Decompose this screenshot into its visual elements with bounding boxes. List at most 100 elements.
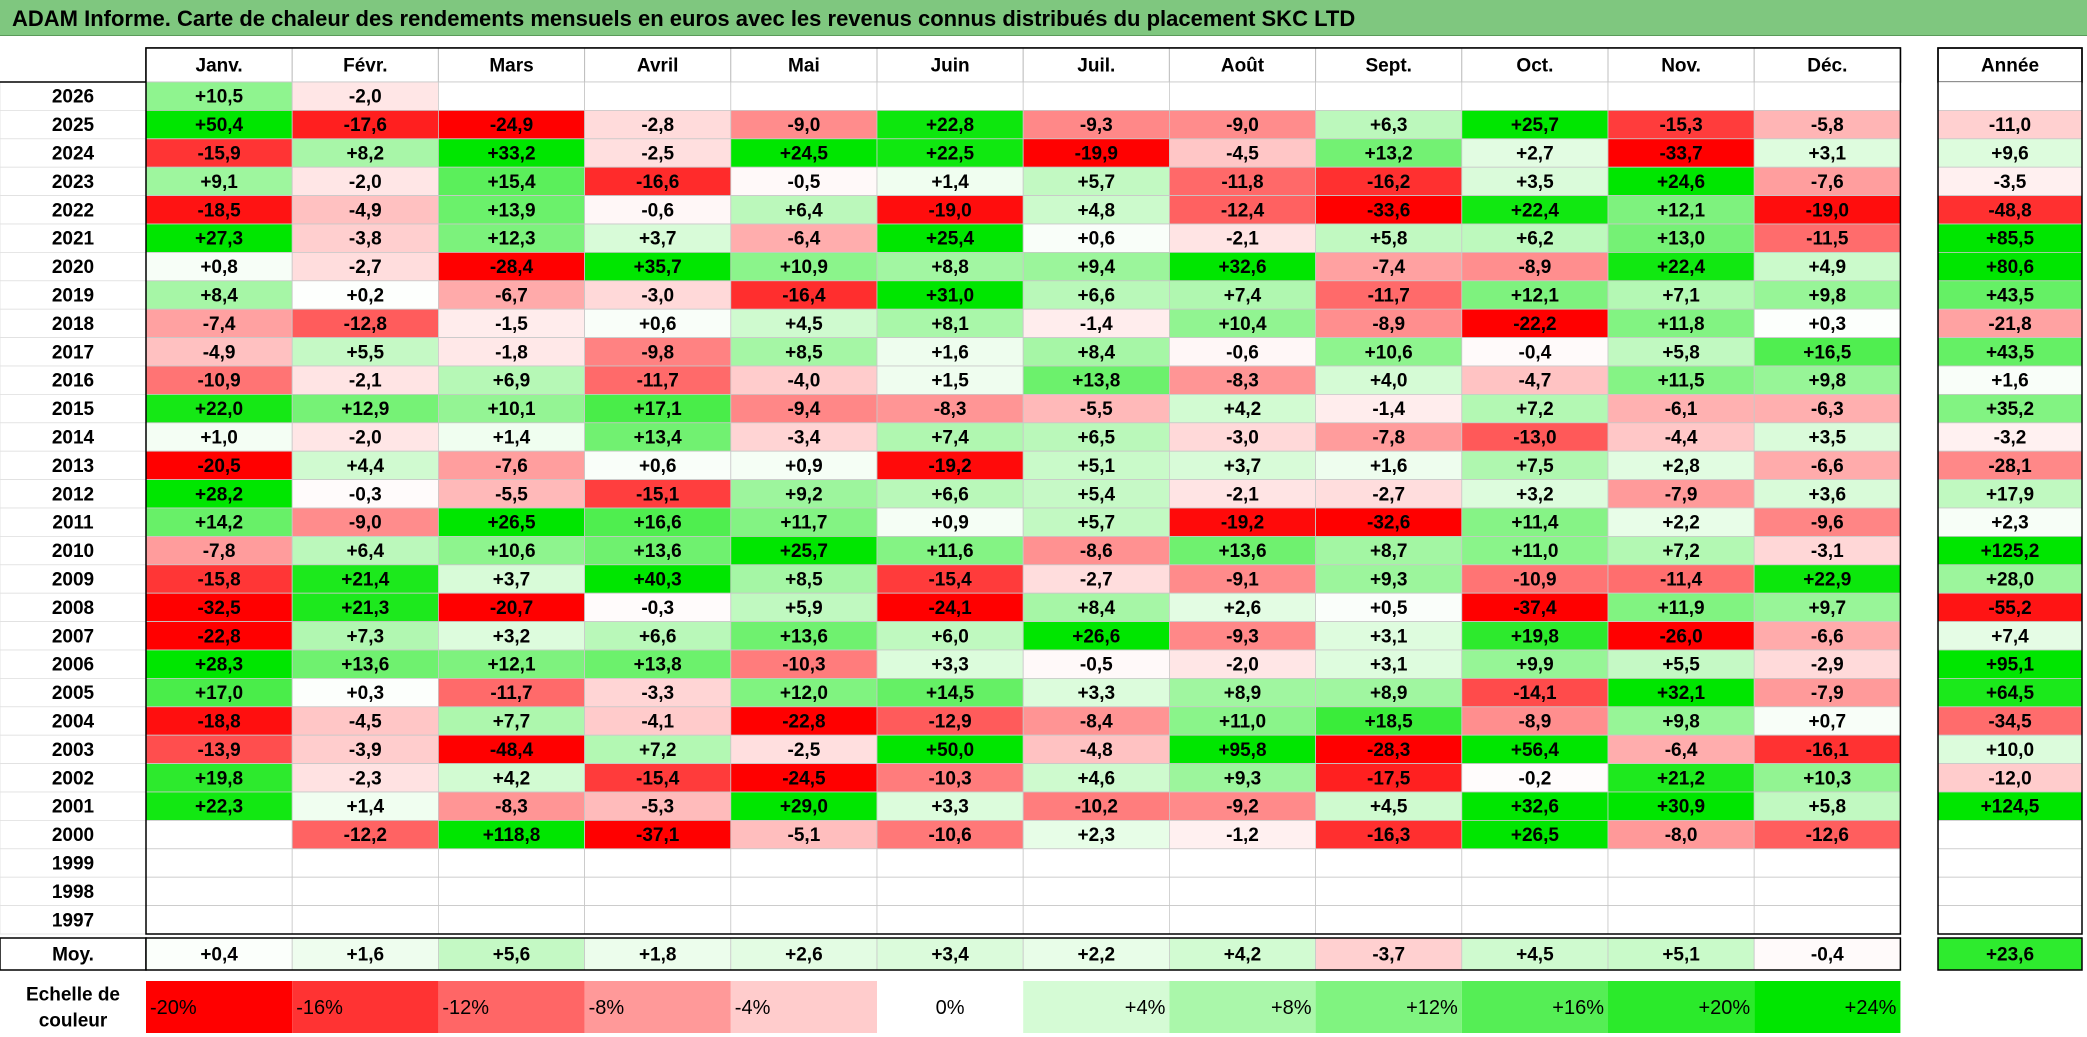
heatmap-cell — [1607, 479, 1755, 509]
average-value: -3,7 — [1372, 945, 1405, 966]
heatmap-cell — [1315, 876, 1463, 907]
annual-value: +1,6 — [1991, 371, 2029, 392]
cell-value: +7,2 — [1662, 541, 1700, 562]
annual-cell — [1937, 195, 2083, 225]
heatmap-cell — [291, 734, 439, 765]
heatmap-cell — [1753, 308, 1901, 339]
cell-value: +5,8 — [1809, 797, 1847, 818]
year-label: 2025 — [52, 115, 95, 136]
heatmap-cell — [876, 905, 1024, 935]
heatmap-cell — [730, 592, 878, 623]
month-header-cell — [1753, 47, 1901, 83]
cell-value: -12,8 — [344, 314, 387, 335]
heatmap-cell — [1022, 195, 1170, 225]
annual-value: +35,2 — [1986, 399, 2034, 420]
heatmap-cell — [1461, 564, 1609, 594]
heatmap-cell — [1315, 195, 1463, 225]
heatmap-cell — [145, 251, 293, 282]
cell-value: -6,1 — [1665, 399, 1698, 420]
cell-value: -1,4 — [1080, 314, 1113, 335]
month-header-10: Oct. — [1516, 56, 1553, 77]
cell-value: +26,6 — [1072, 626, 1120, 647]
heatmap-cell — [876, 422, 1024, 452]
month-header-12: Déc. — [1807, 56, 1847, 77]
heatmap-cell — [1169, 110, 1317, 140]
cell-value: -2,0 — [349, 428, 382, 449]
cell-value: -10,2 — [1075, 797, 1118, 818]
heatmap-cell — [876, 678, 1024, 708]
heatmap-cell — [145, 280, 293, 310]
year-label: 2000 — [52, 825, 94, 846]
heatmap-cell — [437, 223, 585, 253]
heatmap-cell — [1022, 81, 1170, 111]
cell-value: +4,2 — [493, 768, 531, 789]
cell-value: -2,3 — [349, 768, 382, 789]
heatmap-cell — [1607, 536, 1755, 566]
heatmap-cell — [1607, 110, 1755, 140]
year-label: 2002 — [52, 768, 94, 789]
year-cell — [0, 507, 147, 537]
heatmap-cell — [145, 166, 293, 196]
heatmap-cell — [1169, 791, 1317, 821]
cell-value: -17,6 — [344, 115, 387, 136]
cell-value: -2,0 — [349, 172, 382, 193]
year-cell — [0, 251, 147, 282]
average-cell — [584, 937, 732, 971]
cell-value: +8,5 — [785, 570, 823, 591]
cell-value: -11,7 — [490, 683, 532, 704]
cell-value: +14,2 — [195, 513, 243, 534]
cell-value: -12,6 — [1806, 825, 1849, 846]
heatmap-cell — [437, 110, 585, 140]
cell-value: +32,1 — [1657, 683, 1706, 704]
scale-swatch — [1023, 981, 1170, 1033]
heatmap-cell — [437, 507, 585, 537]
heatmap-cell — [145, 678, 293, 708]
cell-value: -16,6 — [636, 172, 679, 193]
heatmap-cell — [1315, 450, 1463, 481]
cell-value: +17,1 — [634, 399, 683, 420]
cell-value: -10,9 — [197, 371, 240, 392]
year-cell — [0, 621, 147, 651]
cell-value: -10,9 — [1513, 570, 1556, 591]
heatmap-cell — [584, 81, 732, 111]
year-label: 2010 — [52, 541, 94, 562]
cell-value: +13,2 — [1365, 144, 1413, 165]
heatmap-cell — [584, 791, 732, 821]
heatmap-cell — [437, 848, 585, 878]
heatmap-cell — [1315, 223, 1463, 253]
heatmap-cell — [876, 820, 1024, 850]
heatmap-cell — [1461, 905, 1609, 935]
heatmap-cell — [1607, 678, 1755, 708]
cell-value: +2,8 — [1662, 456, 1700, 477]
cell-value: +10,4 — [1218, 314, 1267, 335]
heatmap-cell — [1753, 422, 1901, 452]
cell-value: -2,7 — [1372, 484, 1405, 505]
heatmap-cell — [1315, 166, 1463, 196]
year-label: 2022 — [52, 200, 94, 221]
annual-value: -28,1 — [1988, 456, 2032, 477]
cell-value: -24,9 — [490, 115, 533, 136]
scale-swatch — [1608, 981, 1755, 1033]
heatmap-cell — [730, 450, 878, 481]
cell-value: +7,3 — [347, 626, 385, 647]
annual-cell — [1937, 820, 2083, 850]
cell-value: -13,9 — [197, 740, 240, 761]
year-label: 2004 — [52, 712, 95, 733]
cell-value: -10,3 — [782, 655, 825, 676]
average-label-cell — [0, 937, 147, 971]
cell-value: -3,0 — [1226, 428, 1259, 449]
heatmap-cell — [291, 791, 439, 821]
heatmap-cell — [730, 649, 878, 679]
cell-value: -24,5 — [782, 768, 826, 789]
cell-value: +3,6 — [1809, 484, 1847, 505]
cell-value: -19,9 — [1075, 144, 1118, 165]
month-header-8: Août — [1221, 56, 1265, 77]
cell-value: -33,6 — [1367, 200, 1410, 221]
cell-value: +16,5 — [1803, 342, 1852, 363]
heatmap-cell — [1169, 393, 1317, 424]
cell-value: -37,1 — [636, 825, 680, 846]
cell-value: +1,6 — [1370, 456, 1408, 477]
month-header-cell — [291, 47, 439, 83]
cell-value: -18,5 — [197, 200, 241, 221]
heatmap-cell — [1169, 876, 1317, 907]
